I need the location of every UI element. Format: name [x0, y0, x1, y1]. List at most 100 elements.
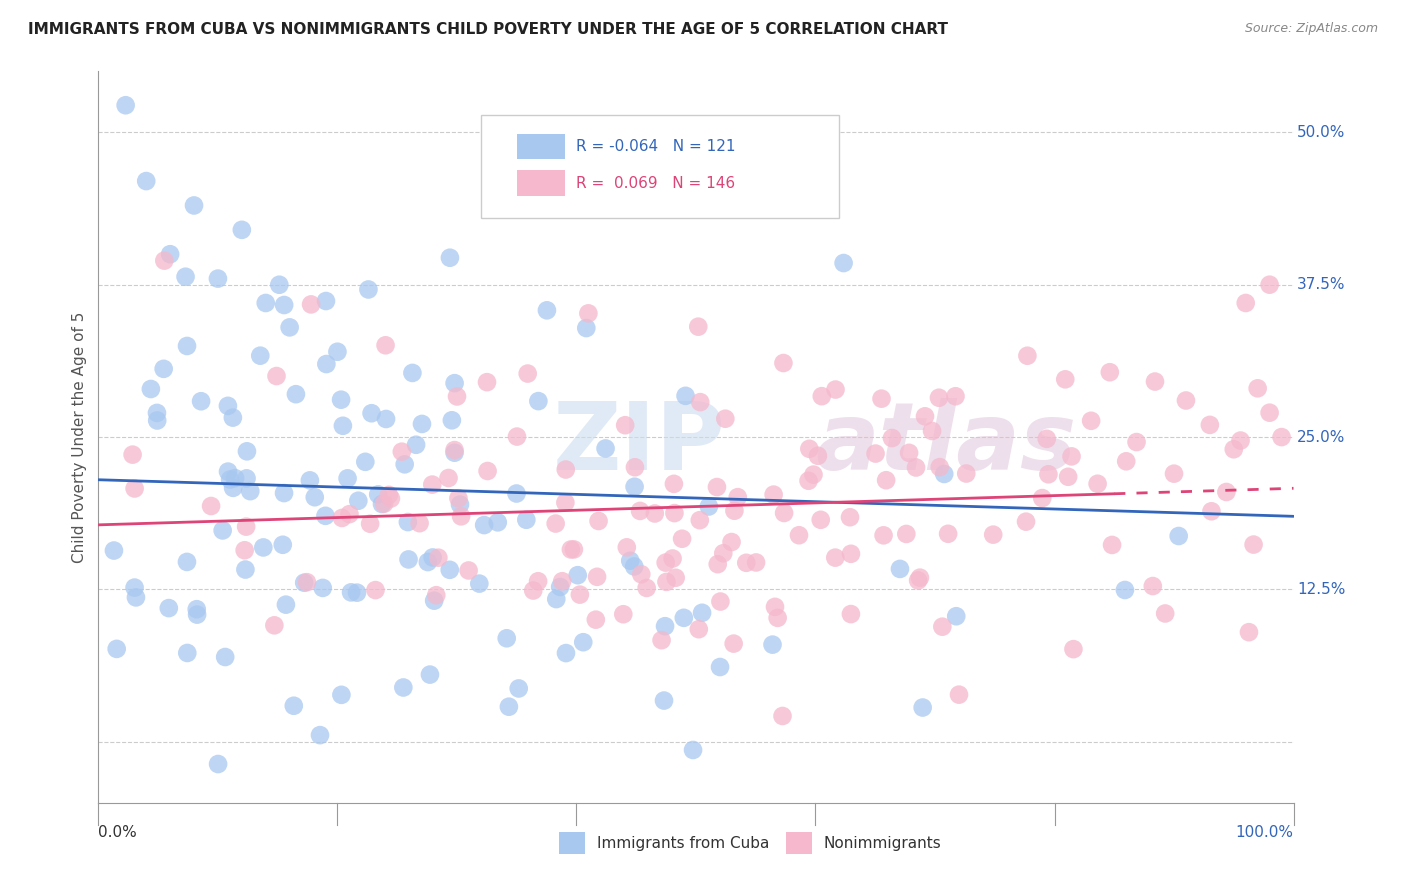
Point — [249, 349, 271, 363]
Point — [1114, 582, 1136, 597]
Point — [392, 681, 415, 695]
Point — [706, 480, 728, 494]
Point — [672, 611, 695, 625]
Point — [628, 504, 651, 518]
Point — [1054, 372, 1077, 386]
Point — [762, 487, 785, 501]
Point — [103, 543, 125, 558]
Point — [235, 471, 257, 485]
Point — [357, 283, 380, 297]
Point — [832, 256, 855, 270]
Point — [186, 607, 208, 622]
Point — [675, 389, 697, 403]
Point — [135, 174, 157, 188]
Point — [153, 253, 176, 268]
Point — [273, 486, 295, 500]
Point — [709, 594, 731, 608]
Point — [114, 98, 136, 112]
Point — [508, 681, 530, 696]
Bar — [517, 134, 565, 160]
Point — [870, 392, 893, 406]
Point — [157, 601, 180, 615]
Point — [1234, 296, 1257, 310]
Point — [437, 471, 460, 485]
Point — [176, 339, 198, 353]
Point — [865, 446, 887, 460]
Point — [905, 460, 928, 475]
Point — [682, 743, 704, 757]
Point — [554, 462, 576, 476]
Point — [554, 495, 576, 509]
Point — [689, 513, 711, 527]
Point — [934, 467, 956, 481]
Point — [723, 504, 745, 518]
Point — [595, 442, 617, 456]
Point — [124, 482, 146, 496]
Point — [772, 356, 794, 370]
Point — [839, 547, 862, 561]
Point — [576, 306, 599, 320]
Point — [880, 431, 903, 445]
Point — [235, 519, 257, 533]
Point — [472, 518, 495, 533]
Point — [560, 542, 582, 557]
Point — [174, 269, 197, 284]
Point — [152, 361, 174, 376]
Point — [364, 583, 387, 598]
Point — [872, 528, 894, 542]
Point — [236, 444, 259, 458]
Point — [1154, 607, 1177, 621]
Point — [562, 542, 585, 557]
Point — [654, 556, 676, 570]
Point — [235, 563, 257, 577]
Point — [457, 564, 479, 578]
Point — [1080, 414, 1102, 428]
Point — [1243, 538, 1265, 552]
Point — [506, 429, 529, 443]
Point — [1035, 432, 1057, 446]
Point — [1258, 406, 1281, 420]
Point — [623, 480, 645, 494]
Point — [1101, 538, 1123, 552]
Point — [945, 389, 967, 403]
Point — [907, 574, 929, 588]
Point — [146, 406, 169, 420]
Point — [440, 413, 463, 427]
Point — [359, 516, 381, 531]
Point — [588, 514, 610, 528]
Point — [875, 473, 897, 487]
Point — [217, 465, 239, 479]
Point — [955, 467, 977, 481]
Text: 100.0%: 100.0% — [1236, 825, 1294, 839]
Point — [146, 413, 169, 427]
Point — [945, 609, 967, 624]
Point — [654, 619, 676, 633]
Text: ZIP: ZIP — [553, 399, 725, 491]
Point — [373, 497, 395, 511]
Point — [336, 471, 359, 485]
Point — [443, 376, 465, 391]
Point — [763, 599, 786, 614]
Point — [269, 277, 291, 292]
Point — [839, 510, 862, 524]
Point — [121, 448, 143, 462]
Point — [498, 699, 520, 714]
Point — [810, 513, 832, 527]
Text: 25.0%: 25.0% — [1298, 430, 1346, 444]
Point — [439, 251, 461, 265]
Point — [636, 581, 658, 595]
Point — [515, 513, 537, 527]
Point — [661, 551, 683, 566]
Point — [616, 541, 638, 555]
Point — [896, 527, 918, 541]
Point — [139, 382, 162, 396]
Point — [572, 635, 595, 649]
Point — [468, 576, 491, 591]
Point — [612, 607, 634, 622]
Point — [536, 303, 558, 318]
Point — [690, 606, 713, 620]
Point — [477, 464, 499, 478]
Point — [928, 391, 950, 405]
Point — [326, 344, 349, 359]
Point — [720, 535, 742, 549]
